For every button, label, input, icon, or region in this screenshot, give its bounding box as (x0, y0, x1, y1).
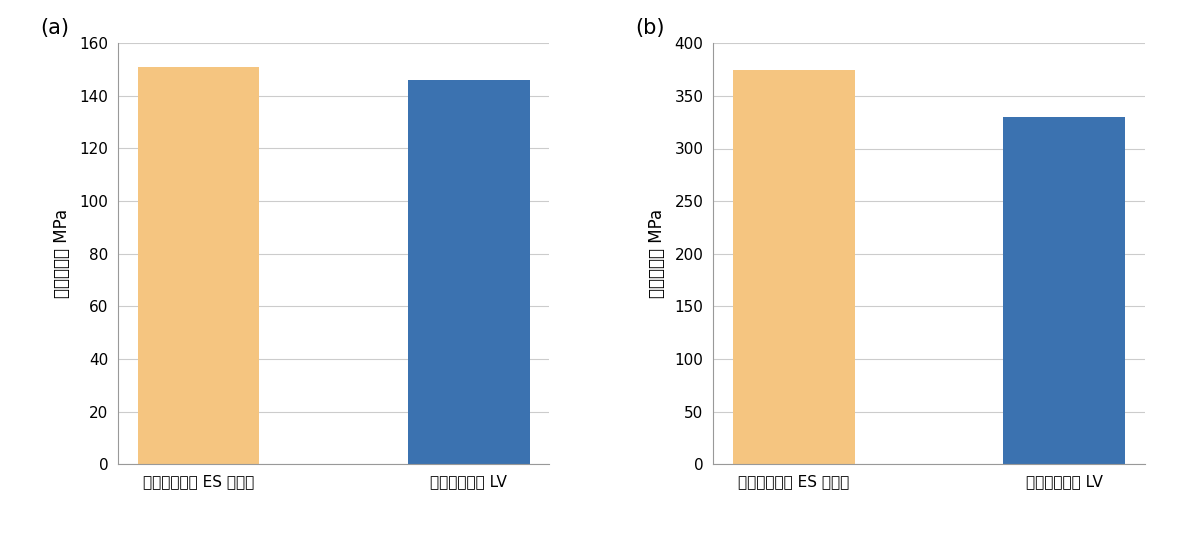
Bar (138, 67, 260, 464)
Text: (b): (b) (636, 18, 666, 38)
Bar (1003, 117, 1125, 464)
Y-axis label: 曲げ強さ／ MPa: 曲げ強さ／ MPa (53, 209, 71, 299)
Y-axis label: 圧縮強さ／ MPa: 圧縮強さ／ MPa (648, 209, 667, 299)
Text: (a): (a) (40, 18, 70, 38)
Bar (408, 80, 530, 464)
Bar (733, 70, 854, 464)
